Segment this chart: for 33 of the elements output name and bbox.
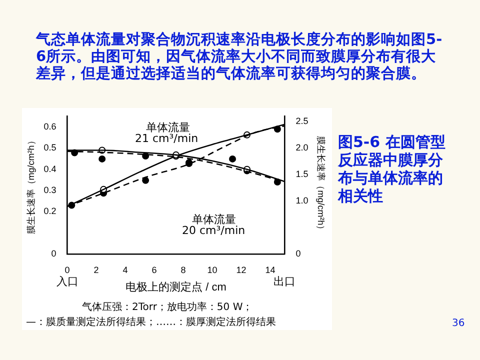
annotation: 单体流量 bbox=[192, 212, 236, 226]
y-tick-label: 0.2 bbox=[44, 206, 56, 216]
y-tick-label: 0.6 bbox=[44, 121, 56, 132]
text: 36 bbox=[452, 318, 465, 329]
y2-tick-label: 1.5 bbox=[296, 169, 308, 180]
text: 出口 bbox=[274, 274, 296, 289]
x-axis-title: 电极上的测定点 / cm bbox=[126, 280, 226, 294]
x-tick-label: 12 bbox=[236, 264, 246, 275]
text: 气体压强：2Torr；放电功率：50 W； bbox=[82, 300, 253, 314]
y-tick-label: 0 bbox=[51, 248, 56, 258]
y2-tick-label: 2.5 bbox=[296, 116, 308, 126]
caption: 图5-6 在圆管型反应器中膜厚分布与单体流率的相关性 bbox=[338, 133, 446, 205]
annotation: 21 cm³/min bbox=[135, 132, 198, 145]
x-tick-label: 2 bbox=[94, 264, 99, 275]
x-tick-label: 14 bbox=[265, 264, 276, 275]
text: 入口 bbox=[56, 274, 78, 289]
text: —：膜质量测定法所得结果；……：膜厚测定法所得结果 bbox=[26, 316, 276, 329]
y2-tick-label: 1.0 bbox=[296, 196, 308, 206]
x-tick-label: 10 bbox=[207, 264, 218, 275]
annotation: 单体流量 bbox=[146, 120, 190, 134]
x-tick-label: 0 bbox=[64, 264, 70, 275]
y2-tick-label: 0 bbox=[296, 248, 301, 258]
y-tick-label: 0.4 bbox=[44, 164, 56, 174]
annotation: 20 cm³/min bbox=[182, 224, 246, 237]
y-axis-title: 膜生长速率（mg/cm²h） bbox=[26, 136, 36, 234]
x-tick-label: 6 bbox=[152, 264, 157, 275]
chart-title: 气态单体流量对聚合物沉积速率沿电极长度分布的影响如图5-6所示。由图可知，因气体流率大小不同而致膜厚分布有很大差异，但是通过选择适当的气体流率可获得均匀的聚合膜。 bbox=[36, 32, 444, 83]
y-tick-label: 0.3 bbox=[44, 184, 56, 195]
x-tick-label: 4 bbox=[122, 264, 128, 275]
x-tick-label: 8 bbox=[180, 264, 186, 275]
y-tick-label: 0.5 bbox=[44, 142, 56, 153]
y2-tick-label: 2.0 bbox=[296, 142, 308, 153]
y2-axis-title: 膜生长速率（mg/cm²h） bbox=[316, 136, 326, 234]
